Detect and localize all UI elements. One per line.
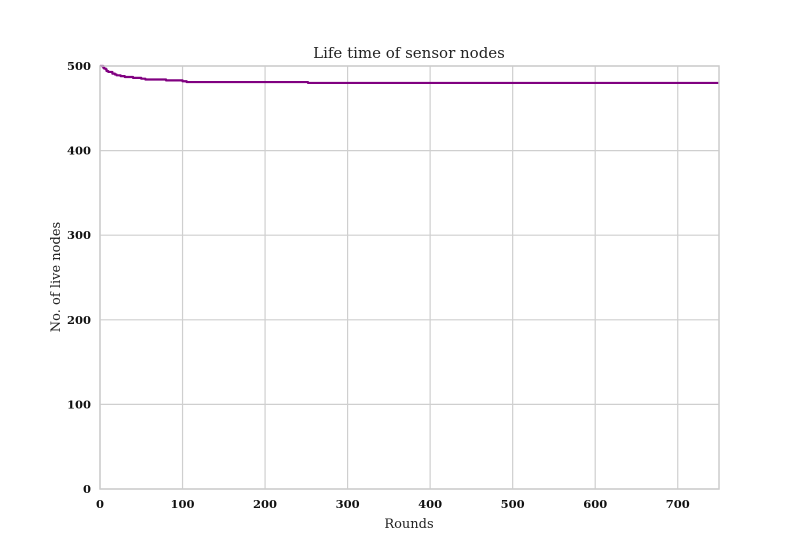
chart-title: Life time of sensor nodes bbox=[313, 44, 505, 62]
x-tick-label: 100 bbox=[171, 497, 195, 511]
series-layer bbox=[100, 64, 719, 85]
y-tick-label: 400 bbox=[67, 144, 91, 158]
x-axis-ticks: 0 100 200 300 400 500 600 700 bbox=[96, 497, 690, 511]
plot-frame bbox=[99, 65, 720, 490]
x-axis-label: Rounds bbox=[384, 517, 433, 532]
y-axis-label: No. of live nodes bbox=[49, 222, 64, 332]
x-tick-label: 500 bbox=[501, 497, 525, 511]
x-tick-label: 200 bbox=[253, 497, 277, 511]
y-tick-label: 200 bbox=[67, 313, 91, 327]
x-tick-label: 600 bbox=[583, 497, 607, 511]
y-tick-label: 500 bbox=[67, 59, 91, 73]
series-line-0 bbox=[100, 64, 719, 85]
x-tick-label: 0 bbox=[96, 497, 104, 511]
y-axis-ticks: 0 100 200 300 400 500 bbox=[67, 59, 91, 496]
grid bbox=[99, 65, 719, 490]
y-tick-label: 300 bbox=[67, 228, 91, 242]
x-tick-label: 400 bbox=[418, 497, 442, 511]
x-tick-label: 700 bbox=[666, 497, 690, 511]
x-tick-label: 300 bbox=[336, 497, 360, 511]
y-tick-label: 100 bbox=[67, 397, 91, 411]
y-tick-label: 0 bbox=[83, 482, 91, 496]
